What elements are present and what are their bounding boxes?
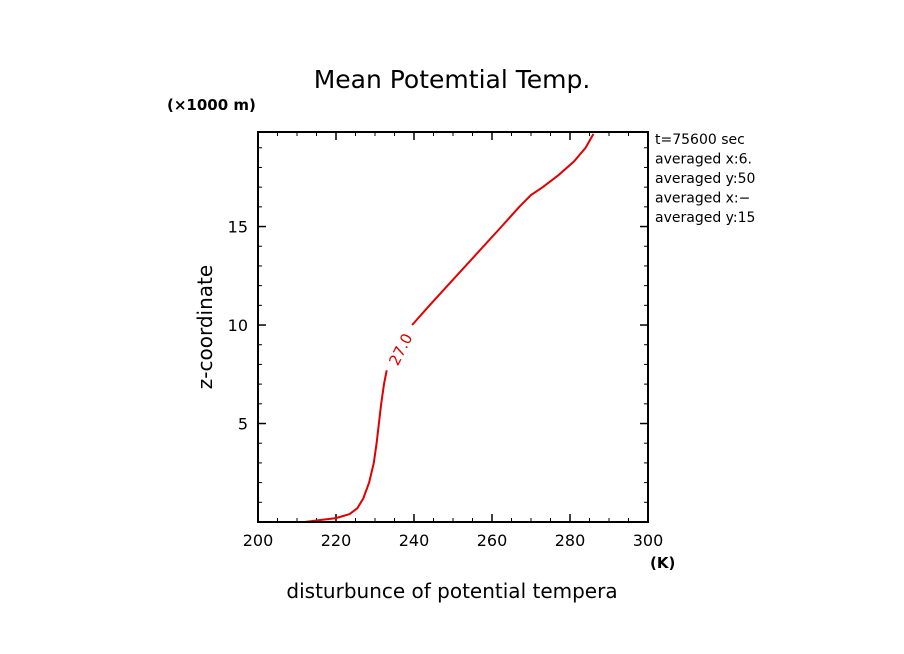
tick-marks [257,132,649,522]
x-tick-label: 240 [399,531,430,550]
annotation-line: averaged x:− [655,191,750,207]
contour-label-27: 27.0 [385,330,416,368]
x-tick-label: 220 [321,531,352,550]
annotation-line: averaged x:6. [655,152,752,168]
annotation-line: averaged y:50 [655,171,755,187]
series-line-27 [304,133,595,523]
annotation-line: t=75600 sec [655,132,745,148]
y-unit-label: (×1000 m) [167,96,256,114]
y-tick-label: 5 [238,415,248,434]
y-axis-label: z-coordinate [193,265,217,389]
x-tick-label: 260 [477,531,508,550]
x-tick-label: 200 [243,531,274,550]
x-tick-labels: 200 220 240 260 280 300 [243,531,664,550]
x-unit-label: (K) [650,554,675,572]
annotation-block: t=75600 sec averaged x:6. averaged y:50 ave… [655,132,755,226]
chart-title: Mean Potemtial Temp. [314,65,591,94]
x-axis-label: disturbunce of potential tempera [286,579,617,603]
y-tick-labels: 5 10 15 [228,218,248,434]
annotation-line: averaged y:15 [655,210,755,226]
y-tick-label: 10 [228,316,248,335]
plot-frame [257,131,649,523]
x-tick-label: 280 [555,531,586,550]
x-tick-label: 300 [633,531,664,550]
y-tick-label: 15 [228,218,248,237]
